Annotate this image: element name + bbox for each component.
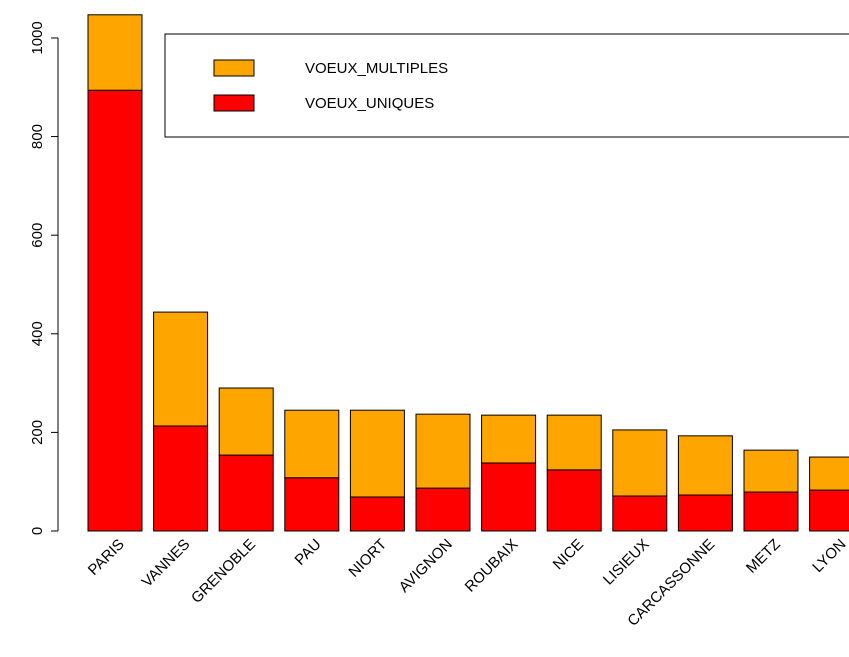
x-tick-label: LISIEUX [600,536,653,589]
bar-segment [546,414,602,471]
bar-segment [415,487,471,532]
x-tick-label: ROUBAIX [462,536,522,596]
x-tick-label: GRENOBLE [188,536,259,607]
x-tick-label: VANNES [139,536,194,591]
bar-segment [743,449,799,493]
bar-segment [218,387,274,456]
x-tick-label: PARIS [85,536,128,579]
bar-segment [349,496,405,532]
bar-segment [153,311,209,427]
legend-label: VOEUX_MULTIPLES [305,60,448,77]
bar-segment [218,454,274,532]
legend-swatch [213,59,255,77]
bar-segment [415,413,471,489]
bar-segment [809,456,849,491]
bar-segment [284,409,340,479]
y-tick-label: 400 [29,321,46,346]
y-tick-label: 600 [29,223,46,248]
legend-swatch [213,94,255,112]
bar-segment [612,495,668,532]
bar-segment [481,414,537,464]
bar-segment [284,477,340,532]
y-tick-label: 800 [29,124,46,149]
y-tick-label: 1000 [29,21,46,54]
x-tick-label: NIORT [345,536,390,581]
x-tick-label: PAU [292,536,325,569]
legend-box [164,33,849,138]
bar-segment [546,469,602,532]
bar-segment [809,489,849,532]
x-tick-label: LYON [809,536,849,576]
bar-segment [87,14,143,91]
bar-segment [677,494,733,532]
y-tick-label: 200 [29,420,46,445]
x-tick-label: NICE [550,536,587,573]
x-tick-label: METZ [743,536,784,577]
bar-segment [349,409,405,498]
bar-segment [612,429,668,497]
bar-segment [743,491,799,532]
bar-segment [481,462,537,532]
y-tick-label: 0 [29,527,46,535]
legend-label: VOEUX_UNIQUES [305,95,434,112]
x-tick-label: AVIGNON [396,536,456,596]
bar-segment [153,425,209,532]
bar-segment [87,89,143,532]
bar-segment [677,435,733,496]
